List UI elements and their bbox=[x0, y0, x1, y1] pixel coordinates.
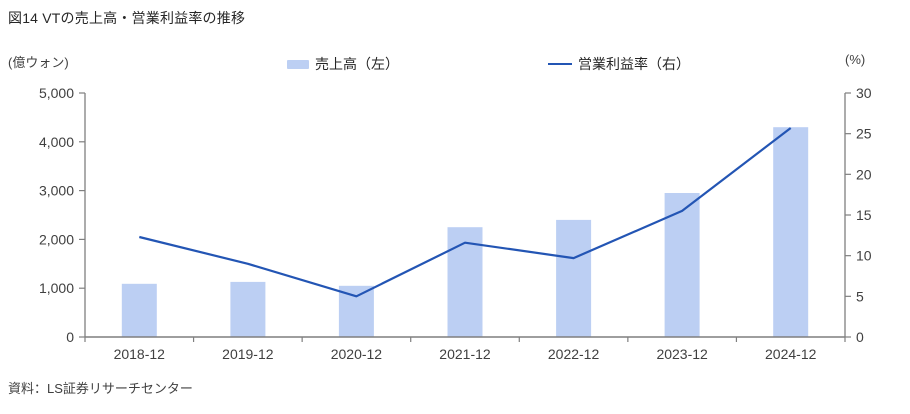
revenue-bar-swatch-icon bbox=[287, 59, 309, 69]
right-axis-tick-label: 25 bbox=[856, 126, 872, 142]
x-axis-label-2023-12: 2023-12 bbox=[656, 346, 708, 362]
left-axis-unit-label: (億ウォン) bbox=[8, 55, 69, 70]
revenue-bar-2018-12 bbox=[121, 283, 157, 337]
left-axis-tick-label: 4,000 bbox=[39, 134, 74, 150]
left-axis-tick-label: 5,000 bbox=[39, 85, 74, 101]
right-axis-unit-label: (%) bbox=[845, 52, 866, 67]
right-axis-tick-label: 10 bbox=[856, 248, 872, 264]
left-axis-tick-label: 3,000 bbox=[39, 183, 74, 199]
x-axis-label-2019-12: 2019-12 bbox=[222, 346, 274, 362]
x-axis-label-2024-12: 2024-12 bbox=[765, 346, 817, 362]
legend-label-revenue: 売上高（左） bbox=[315, 56, 399, 72]
legend-item-margin: 営業利益率（右） bbox=[548, 54, 690, 74]
right-axis-tick-label: 5 bbox=[856, 288, 864, 304]
legend-label-margin: 営業利益率（右） bbox=[578, 56, 690, 72]
figure-title: 図14 VTの売上高・営業利益率の推移 bbox=[8, 10, 246, 26]
right-axis-tick-label: 15 bbox=[856, 207, 872, 223]
right-axis-tick-label: 0 bbox=[856, 329, 864, 345]
revenue-bar-2024-12 bbox=[773, 127, 809, 337]
left-axis-tick-label: 1,000 bbox=[39, 280, 74, 296]
legend-item-revenue: 売上高（左） bbox=[287, 54, 399, 74]
left-axis-tick-label: 2,000 bbox=[39, 231, 74, 247]
x-axis-label-2020-12: 2020-12 bbox=[331, 346, 383, 362]
x-axis-label-2018-12: 2018-12 bbox=[114, 346, 166, 362]
revenue-bar-2020-12 bbox=[338, 285, 374, 337]
revenue-bar-2023-12 bbox=[664, 193, 700, 337]
left-axis-tick-label: 0 bbox=[66, 329, 74, 345]
revenue-bar-2022-12 bbox=[556, 219, 592, 337]
revenue-bar-2021-12 bbox=[447, 227, 483, 337]
profit-margin-line bbox=[139, 127, 792, 298]
right-axis-tick-label: 30 bbox=[856, 85, 872, 101]
margin-line-swatch-icon bbox=[548, 63, 572, 65]
right-axis-tick-label: 20 bbox=[856, 166, 872, 182]
source-note: 資料：LS証券リサーチセンター bbox=[8, 381, 193, 396]
x-axis-label-2022-12: 2022-12 bbox=[548, 346, 600, 362]
x-axis-label-2021-12: 2021-12 bbox=[439, 346, 491, 362]
revenue-bar-2019-12 bbox=[230, 281, 266, 337]
